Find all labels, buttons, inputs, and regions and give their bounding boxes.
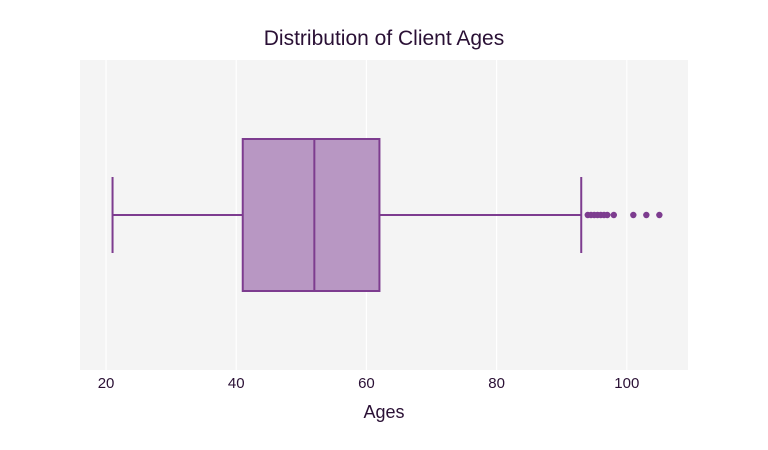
outlier-point — [610, 211, 617, 219]
x-axis-ticks: 20 40 60 80 100 — [98, 375, 640, 392]
box-series — [111, 138, 583, 292]
interquartile-box — [241, 138, 381, 292]
outlier-point — [604, 211, 611, 219]
x-tick-label: 100 — [614, 375, 639, 392]
chart-title: Distribution of Client Ages — [264, 27, 504, 50]
x-tick-label: 80 — [488, 375, 505, 392]
x-axis-label: Ages — [363, 402, 404, 422]
outlier-point — [643, 211, 650, 219]
x-tick-label: 20 — [98, 375, 115, 392]
outlier-point — [630, 211, 637, 219]
outlier-point — [656, 211, 663, 219]
outlier-points — [584, 211, 663, 219]
x-tick-label: 60 — [358, 375, 375, 392]
x-tick-label: 40 — [228, 375, 245, 392]
